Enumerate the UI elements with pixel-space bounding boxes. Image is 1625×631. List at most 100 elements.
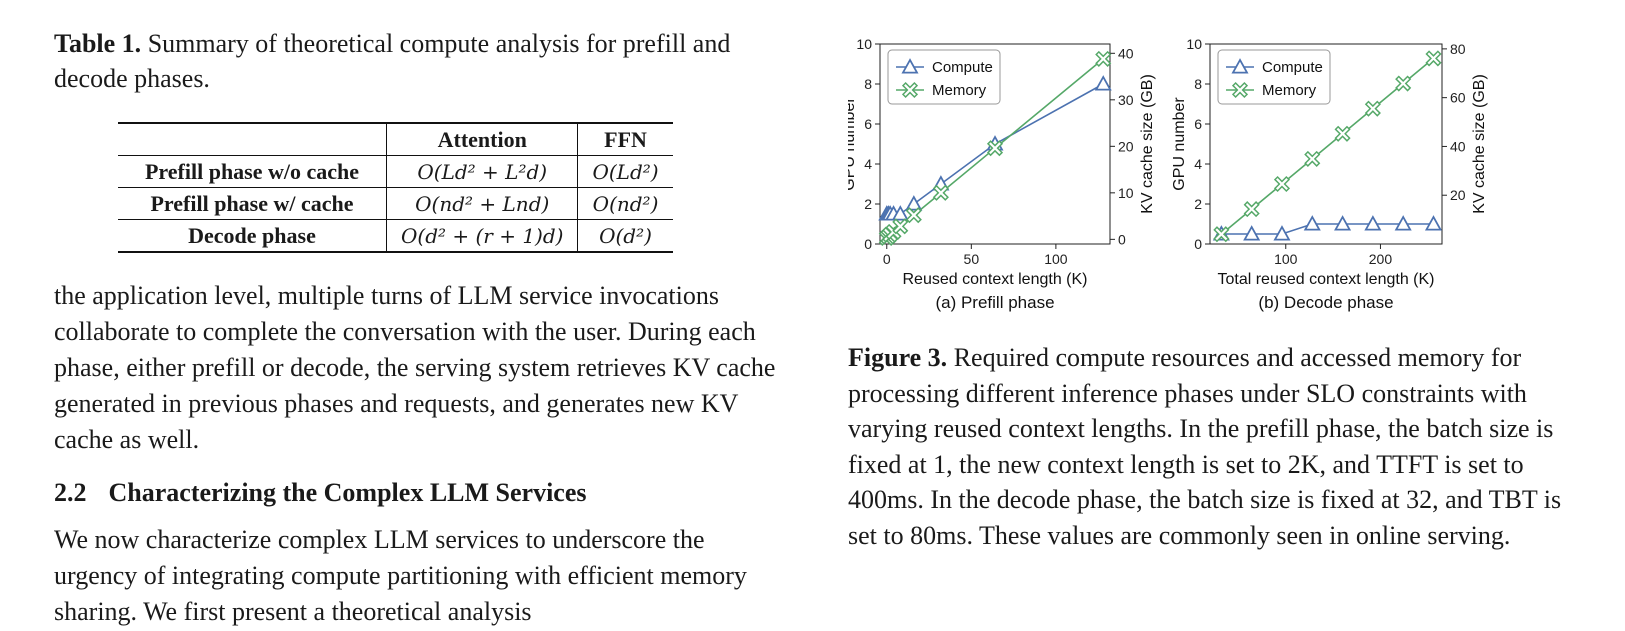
legend-marker [901,81,919,99]
data-point-compute [1394,215,1412,231]
y2-tick-label: 20 [1450,187,1466,203]
data-point-memory [892,218,909,235]
data-point-compute [1364,215,1382,231]
y2-tick-label: 60 [1450,90,1466,106]
data-point-compute [1303,215,1321,231]
table-row: Decode phase O(d² + (r + 1)d) O(d²) [118,219,673,252]
data-point-memory [1213,226,1230,243]
x-axis-label: Reused context length (K) [903,271,1088,288]
data-point-memory [932,184,949,201]
section-title: Characterizing the Complex LLM Services [108,478,587,507]
section-heading: 2.2 Characterizing the Complex LLM Servic… [54,478,587,508]
table-row-name: Prefill phase w/o cache [118,155,387,188]
y2-tick-label: 10 [1118,185,1134,201]
x-tick-label: 50 [964,251,980,267]
section-number: 2.2 [54,478,87,507]
y2-axis-label: KV cache size (GB) [1139,74,1156,214]
paragraph-characterize: We now characterize complex LLM services… [54,525,747,626]
table-row: Prefill phase w/o cache O(Ld² + L²d) O(L… [118,155,673,188]
table-header-empty [118,123,387,156]
legend-label: Compute [932,59,993,76]
x-tick-label: 100 [1044,251,1068,267]
table-cell-ffn: O(nd²) [592,191,659,216]
table-cell-ffn: O(d²) [599,223,652,248]
y-tick-label: 6 [864,116,872,132]
chart-decode-phase: 0 2 4 6 8 10 20 40 60 80 100 200 Total reused contex… [1171,36,1488,312]
y2-tick-label: 20 [1118,138,1134,154]
data-point-memory [1395,75,1412,92]
table-caption-label: Table 1. [54,29,142,58]
x-tick-label: 100 [1274,251,1298,267]
data-point-memory [1425,50,1442,67]
data-point-memory [1334,125,1351,142]
data-point-memory [986,140,1004,157]
y2-tick-label: 80 [1450,41,1466,57]
y2-tick-label: 30 [1118,92,1134,108]
legend-marker [1231,58,1249,74]
left-column: Table 1. Summary of theoretical compute … [54,26,784,626]
figure-caption-text: Required compute resources and accessed … [848,343,1562,550]
y2-tick-label: 40 [1450,138,1466,154]
plot-frame [1209,43,1443,245]
figure-caption: Figure 3. Required compute resources and… [848,340,1578,553]
paragraph-application-level: the application level, multiple turns of… [54,281,776,454]
data-point-memory [1273,175,1291,193]
y-tick-label: 10 [1186,36,1202,52]
data-point-compute [1094,75,1112,91]
table-cell-attention: O(nd² + Lnd) [386,187,579,220]
table-cell-attention: O(Ld² + L²d) [386,155,579,188]
y-tick-label: 6 [1194,116,1202,132]
data-point-memory [1243,201,1260,218]
table-header-row: Attention FFN [118,123,673,156]
x-tick-label: 0 [883,251,891,267]
data-point-memory [905,207,922,224]
table-row-name: Decode phase [118,219,387,252]
legend-marker [901,58,919,74]
data-point-compute [1243,225,1261,241]
y-tick-label: 0 [864,236,872,252]
table-caption: Table 1. Summary of theoretical compute … [54,26,784,96]
table-row: Prefill phase w/ cache O(nd² + Lnd) O(nd… [118,187,673,220]
legend-marker [1231,81,1249,99]
y-tick-label: 10 [856,36,872,52]
table-caption-text: Summary of theoretical compute analysis … [54,29,731,93]
table-row-name: Prefill phase w/ cache [118,187,387,220]
y-axis-label: GPU number [1171,97,1188,191]
compute-analysis-table: Attention FFN Prefill phase w/o cache O(… [118,122,673,253]
y2-axis-label: KV cache size (GB) [1471,74,1488,214]
x-axis-label: Total reused context length (K) [1217,271,1434,288]
y-tick-label: 8 [1194,76,1202,92]
y-tick-label: 8 [864,76,872,92]
table-cell-ffn: O(Ld²) [592,159,659,184]
plot-frame [879,43,1111,245]
table-cell-attention: O(d² + (r + 1)d) [386,219,579,252]
data-point-compute [1424,215,1443,231]
y-tick-label: 2 [1194,196,1202,212]
table-header-ffn: FFN [604,126,647,152]
data-point-compute [905,195,923,211]
legend-label: Compute [1262,59,1323,76]
data-point-memory [1095,50,1112,67]
series-line-compute [1221,223,1434,235]
y-tick-label: 4 [1194,156,1202,172]
legend-label: Memory [932,82,987,99]
chart-subtitle: (b) Decode phase [1258,293,1393,312]
legend-label: Memory [1262,82,1317,99]
data-point-memory [1304,150,1321,167]
figure-caption-label: Figure 3. [848,343,948,372]
y-tick-label: 0 [1194,236,1202,252]
x-tick-label: 200 [1369,251,1393,267]
y-axis-label: GPU number [848,97,858,191]
y2-tick-label: 40 [1118,45,1134,61]
y-tick-label: 4 [864,156,872,172]
data-point-compute [891,205,909,221]
y-tick-label: 2 [864,196,872,212]
table-header-attention: Attention [386,123,579,156]
y2-tick-label: 0 [1118,231,1126,247]
data-point-compute [1334,215,1352,231]
chart-subtitle: (a) Prefill phase [935,293,1054,312]
data-point-compute [1273,225,1291,241]
data-point-memory [1364,100,1381,117]
